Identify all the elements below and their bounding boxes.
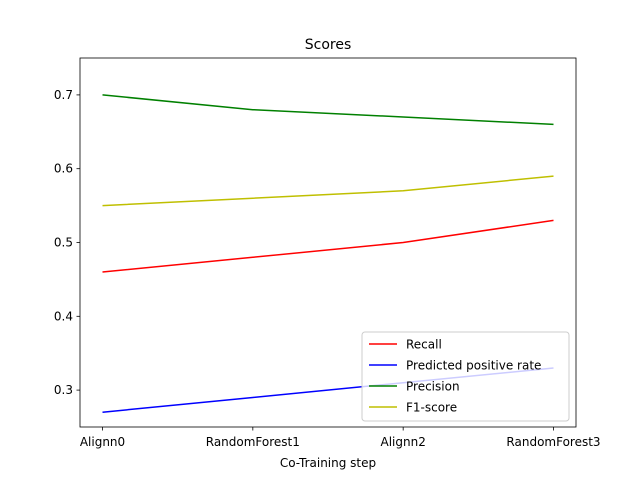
legend-label: Precision: [406, 380, 460, 394]
x-tick-label: Alignn2: [380, 435, 425, 449]
legend-label: Predicted positive rate: [406, 359, 541, 373]
y-tick-label: 0.4: [54, 309, 73, 323]
y-tick-label: 0.3: [54, 383, 73, 397]
x-tick-label: Alignn0: [80, 435, 125, 449]
axis-layer: 0.3 0.4 0.5 0.6 0.7 Alignn0 RandomForest1 Align…: [54, 88, 601, 449]
y-tick-label: 0.6: [54, 162, 73, 176]
legend-label: Recall: [406, 338, 442, 352]
series-line-precision: [102, 94, 554, 126]
y-tick-label: 0.7: [54, 88, 73, 102]
chart-title: Scores: [305, 37, 352, 53]
legend: Recall Predicted positive rate Precision F1…: [361, 331, 570, 422]
x-tick-label: RandomForest3: [506, 435, 600, 449]
x-tick-label: RandomForest1: [206, 435, 300, 449]
legend-box: [361, 331, 570, 422]
x-axis-label: Co-Training step: [280, 456, 376, 470]
series-line-f1-score: [102, 175, 554, 207]
legend-label: F1-score: [406, 401, 457, 415]
y-tick-label: 0.5: [54, 236, 73, 250]
series-line-recall: [102, 219, 554, 273]
